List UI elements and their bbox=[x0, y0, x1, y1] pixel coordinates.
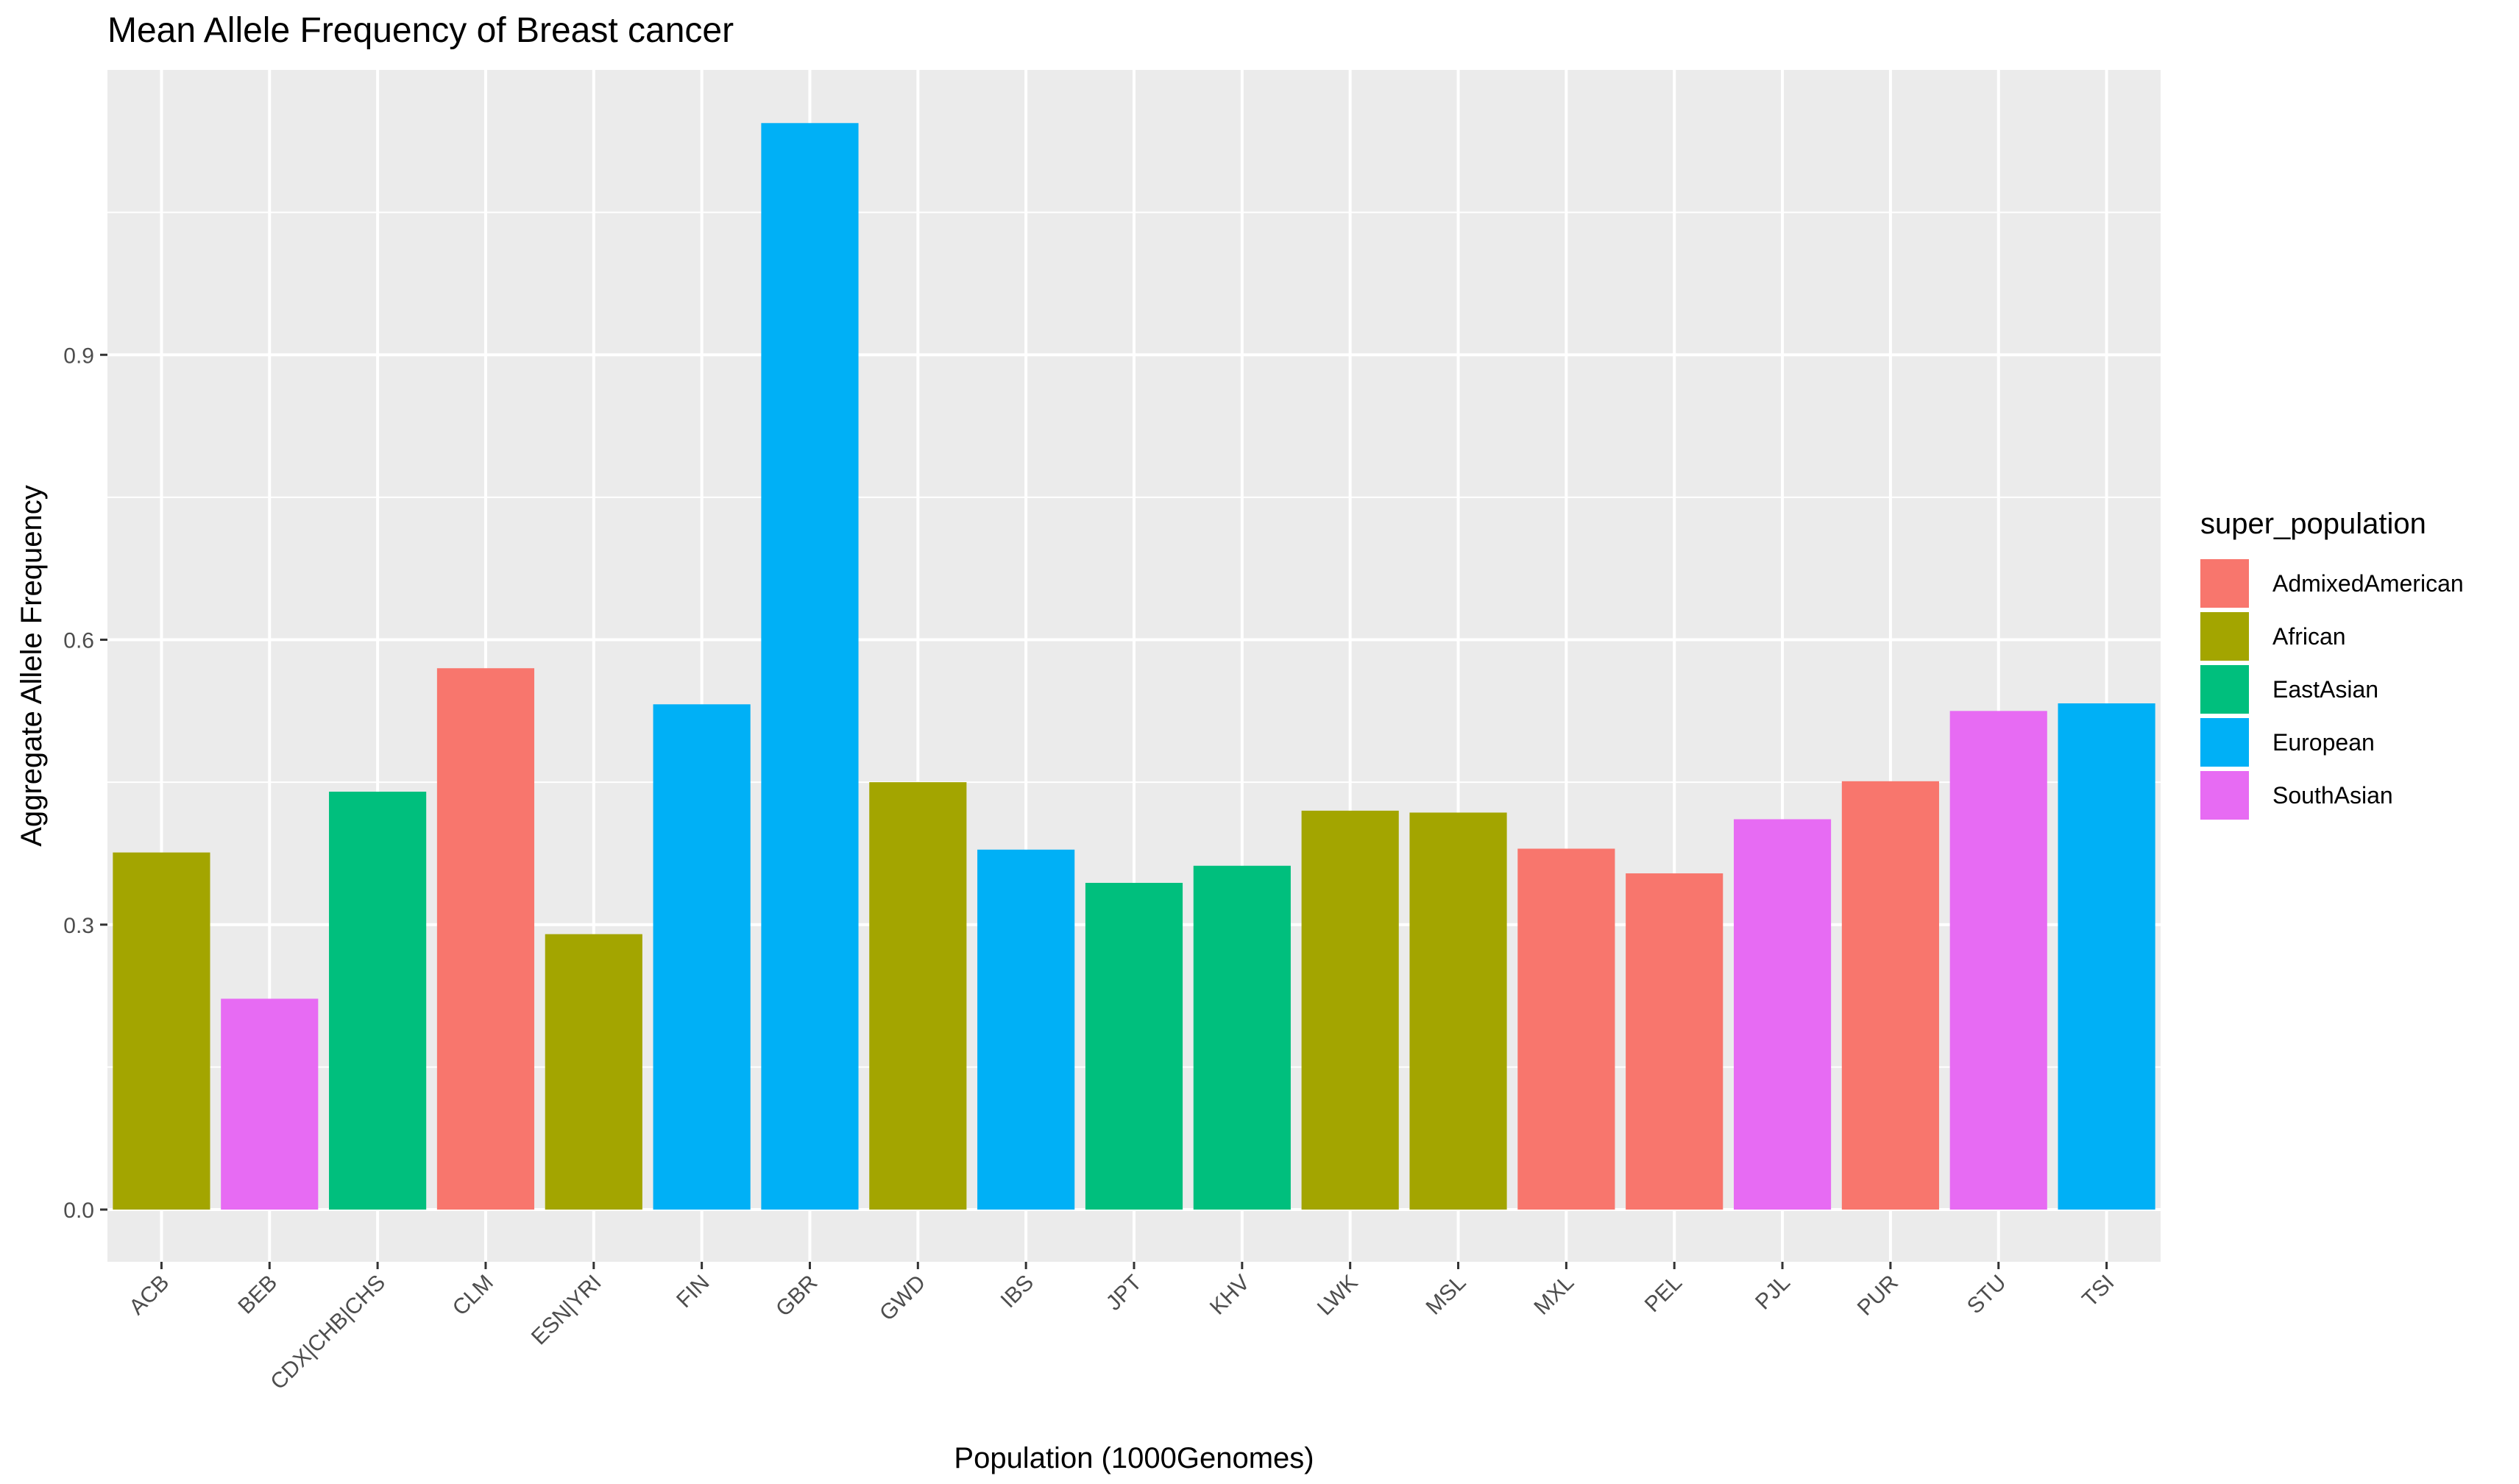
bar-beb bbox=[221, 998, 319, 1210]
legend-key-swatch bbox=[2200, 612, 2249, 661]
legend-item-label: SouthAsian bbox=[2272, 781, 2393, 809]
bars bbox=[113, 123, 2155, 1210]
bar-msl bbox=[1409, 812, 1507, 1210]
x-tick-label: PEL bbox=[1640, 1271, 1687, 1317]
x-tick-label: CLM bbox=[448, 1271, 498, 1321]
legend-items: AdmixedAmerican African EastAsian European S… bbox=[2200, 557, 2464, 822]
y-axis-ticks: 0.0 0.3 0.6 0.9 bbox=[63, 344, 107, 1223]
legend-item-southasian: SouthAsian bbox=[2200, 769, 2464, 822]
bar-clm bbox=[436, 668, 535, 1210]
bar-stu bbox=[1949, 711, 2047, 1210]
bar-fin bbox=[653, 704, 751, 1210]
y-tick-label: 0.3 bbox=[63, 914, 94, 938]
x-tick-label: GBR bbox=[771, 1271, 822, 1321]
x-tick-label: GWD bbox=[875, 1271, 930, 1326]
legend-item-admixedamerican: AdmixedAmerican bbox=[2200, 557, 2464, 610]
bar-lwk bbox=[1301, 810, 1399, 1210]
bar-pjl bbox=[1733, 819, 1832, 1210]
y-tick-label: 0.6 bbox=[63, 629, 94, 653]
bar-esn-yri bbox=[545, 934, 642, 1210]
legend-item-european: European bbox=[2200, 716, 2464, 769]
legend-item-label: AdmixedAmerican bbox=[2272, 569, 2464, 597]
y-axis-title: Aggregate Allele Frequency bbox=[15, 485, 48, 846]
legend-key-swatch bbox=[2200, 665, 2249, 714]
x-tick-label: PJL bbox=[1751, 1271, 1795, 1315]
x-tick-label: ACB bbox=[124, 1271, 174, 1320]
bar-gwd bbox=[869, 782, 967, 1210]
bar-tsi bbox=[2058, 703, 2155, 1210]
x-tick-label: JPT bbox=[1102, 1271, 1147, 1316]
bar-gbr bbox=[761, 123, 859, 1210]
x-tick-label: STU bbox=[1963, 1271, 2011, 1319]
legend-item-label: European bbox=[2272, 728, 2375, 756]
chart-title: Mean Allele Frequency of Breast cancer bbox=[107, 11, 734, 50]
legend-item-label: African bbox=[2272, 622, 2346, 650]
x-tick-label: KHV bbox=[1205, 1271, 1255, 1320]
bar-pur bbox=[1841, 781, 1939, 1210]
legend-key-swatch bbox=[2200, 718, 2249, 767]
y-tick-label: 0.9 bbox=[63, 344, 94, 368]
bar-cdx-chb-chs bbox=[329, 792, 427, 1210]
bar-pel bbox=[1626, 873, 1723, 1210]
bar-acb bbox=[113, 852, 210, 1210]
x-tick-label: TSI bbox=[2077, 1271, 2119, 1312]
legend-key-swatch bbox=[2200, 559, 2249, 608]
x-tick-label: CDX|CHB|CHS bbox=[266, 1271, 390, 1395]
legend: super_population AdmixedAmerican African E… bbox=[2200, 508, 2464, 822]
legend-key-swatch bbox=[2200, 771, 2249, 820]
y-tick-label: 0.0 bbox=[63, 1199, 94, 1223]
legend-title: super_population bbox=[2200, 508, 2426, 540]
bar-jpt bbox=[1085, 882, 1183, 1210]
x-axis-title: Population (1000Genomes) bbox=[954, 1442, 1314, 1474]
bar-khv bbox=[1193, 865, 1291, 1210]
bar-ibs bbox=[977, 849, 1075, 1210]
x-tick-label: MXL bbox=[1529, 1271, 1579, 1320]
x-tick-label: PUR bbox=[1853, 1271, 1903, 1321]
x-tick-label: BEB bbox=[233, 1271, 282, 1319]
bar-mxl bbox=[1517, 848, 1615, 1210]
x-tick-label: FIN bbox=[672, 1271, 715, 1313]
x-tick-label: IBS bbox=[996, 1271, 1039, 1313]
legend-item-label: EastAsian bbox=[2272, 675, 2379, 703]
x-tick-label: ESN|YRI bbox=[527, 1271, 606, 1350]
legend-item-african: African bbox=[2200, 610, 2464, 663]
x-tick-label: LWK bbox=[1313, 1271, 1363, 1321]
legend-item-eastasian: EastAsian bbox=[2200, 663, 2464, 716]
x-tick-label: MSL bbox=[1422, 1271, 1471, 1320]
